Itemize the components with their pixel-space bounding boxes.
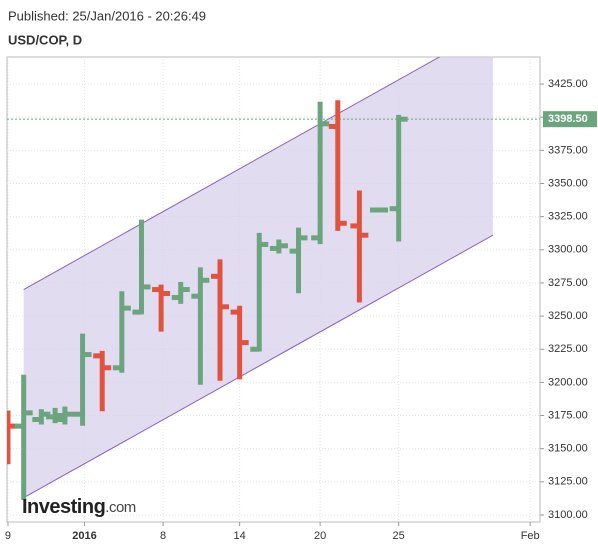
channel-lower [23, 234, 494, 499]
y-tick-label: 3200.00 [548, 376, 588, 388]
plot [7, 57, 540, 522]
y-tick-label: 3275.00 [548, 277, 588, 289]
axes: 3100.00 3125.00 3150.00 3175.00 3200.00 3225.… [5, 78, 597, 542]
channel-upper [23, 57, 441, 291]
y-tick-label: 3150.00 [548, 443, 588, 455]
last-price-label: 3398.50 [548, 113, 588, 125]
x-tick-label: 14 [234, 530, 246, 542]
x-tick-label: Feb [521, 530, 540, 542]
y-tick-label: 3175.00 [548, 409, 588, 421]
plot-frame [6, 56, 541, 523]
y-tick-label: 3250.00 [548, 310, 588, 322]
y-tick-label: 3300.00 [548, 244, 588, 256]
x-tick-label: 25 [393, 530, 405, 542]
logo: Investing.com [22, 496, 136, 518]
x-tick-label: 8 [160, 530, 166, 542]
y-tick-label: 3125.00 [548, 476, 588, 488]
y-tick-label: 3325.00 [548, 211, 588, 223]
x-tick-label: 2016 [72, 530, 96, 542]
y-tick-label: 3225.00 [548, 343, 588, 355]
logo-suffix: .com [105, 499, 136, 516]
logo-name: Investing [22, 496, 105, 518]
x-tick-label: 20 [314, 530, 326, 542]
y-tick-label: 3375.00 [548, 144, 588, 156]
x-tick-label: 9 [5, 530, 11, 542]
y-tick-label: 3425.00 [548, 78, 588, 90]
last-price-box [543, 111, 597, 128]
y-tick-label: 3100.00 [548, 509, 588, 521]
y-tick-label: 3350.00 [548, 177, 588, 189]
symbol: USD/COP, D [8, 32, 82, 47]
published: Published: 25/Jan/2016 - 20:26:49 [8, 8, 206, 23]
